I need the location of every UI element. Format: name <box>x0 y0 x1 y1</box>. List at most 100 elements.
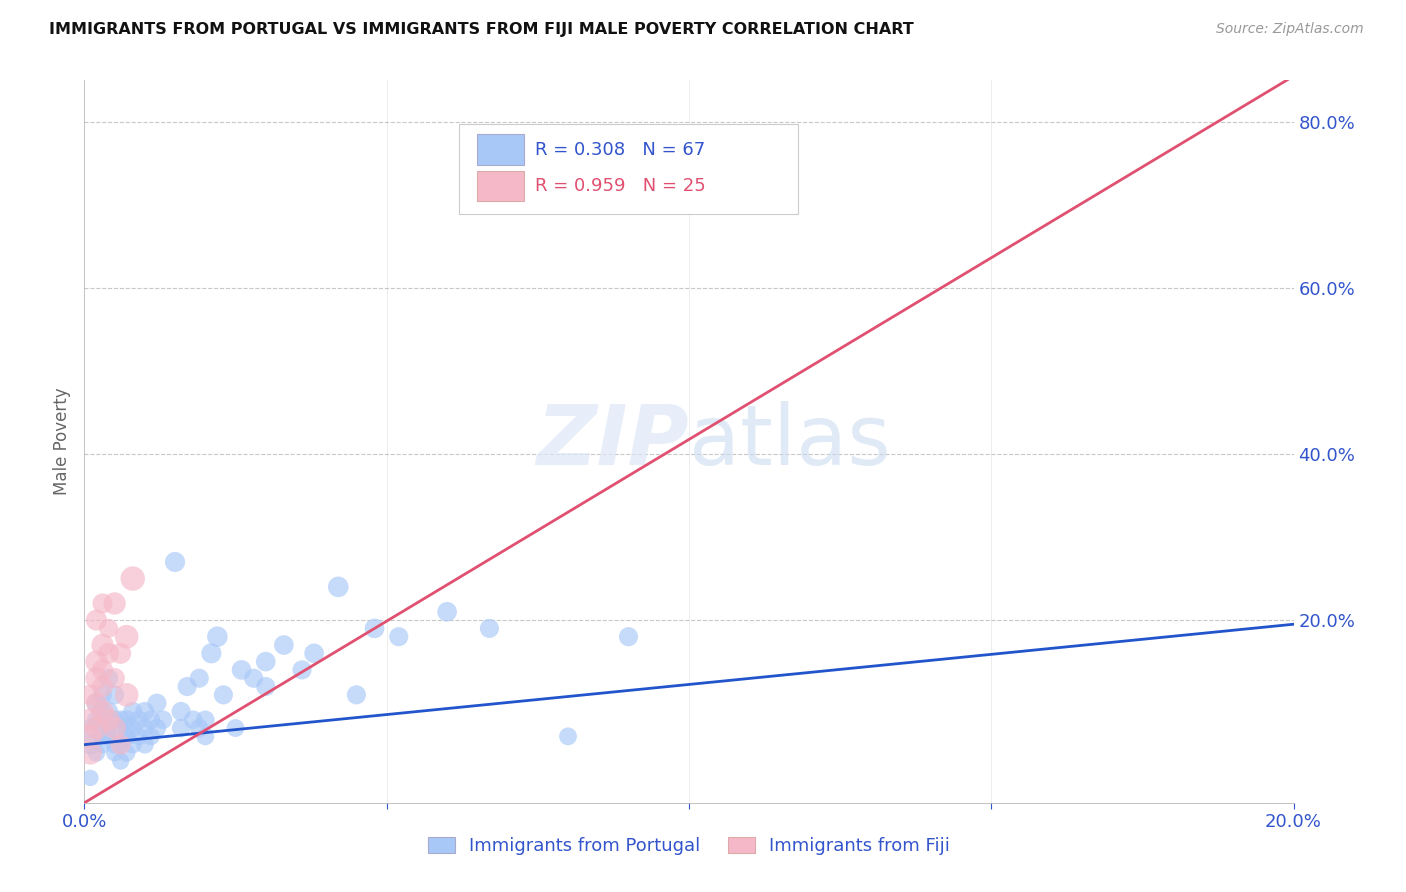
FancyBboxPatch shape <box>478 170 524 201</box>
Point <box>212 688 235 702</box>
Point <box>328 580 350 594</box>
Point <box>104 738 127 752</box>
Point <box>134 705 156 719</box>
Legend: Immigrants from Portugal, Immigrants from Fiji: Immigrants from Portugal, Immigrants fro… <box>420 830 957 863</box>
Point <box>110 646 132 660</box>
Point <box>91 663 114 677</box>
Point <box>104 721 127 735</box>
Point <box>97 621 120 635</box>
Point <box>79 738 101 752</box>
Point <box>302 646 325 660</box>
Point <box>115 713 138 727</box>
Text: R = 0.308   N = 67: R = 0.308 N = 67 <box>536 141 706 159</box>
Point <box>200 646 222 660</box>
Point <box>121 721 143 735</box>
Point <box>91 738 114 752</box>
Point <box>170 721 193 735</box>
Point <box>388 630 411 644</box>
Point <box>97 730 120 744</box>
Text: ZIP: ZIP <box>536 401 689 482</box>
Point <box>207 630 229 644</box>
Point <box>134 721 156 735</box>
Point <box>115 721 138 735</box>
Point <box>104 746 127 760</box>
Text: IMMIGRANTS FROM PORTUGAL VS IMMIGRANTS FROM FIJI MALE POVERTY CORRELATION CHART: IMMIGRANTS FROM PORTUGAL VS IMMIGRANTS F… <box>49 22 914 37</box>
Point <box>181 713 204 727</box>
Point <box>79 771 101 785</box>
Point <box>110 738 132 752</box>
Point <box>91 597 114 611</box>
Point <box>91 705 114 719</box>
Point <box>146 721 169 735</box>
Point <box>121 738 143 752</box>
Point <box>194 730 217 744</box>
Point <box>188 671 211 685</box>
Point <box>86 613 108 627</box>
Point <box>91 638 114 652</box>
Point <box>152 713 174 727</box>
Point <box>115 630 138 644</box>
Point <box>91 688 114 702</box>
Point <box>104 597 127 611</box>
Point <box>110 713 132 727</box>
Point <box>97 721 120 735</box>
Point <box>225 721 247 735</box>
Point <box>194 713 217 727</box>
Point <box>91 705 114 719</box>
Point <box>231 663 253 677</box>
Point <box>121 572 143 586</box>
Point <box>134 738 156 752</box>
Point <box>617 630 640 644</box>
Point <box>86 655 108 669</box>
Point <box>115 746 138 760</box>
Point <box>110 730 132 744</box>
Point <box>557 730 579 744</box>
Point <box>139 713 162 727</box>
Point <box>91 680 114 694</box>
Point <box>86 671 108 685</box>
Point <box>121 705 143 719</box>
Point <box>165 555 187 569</box>
Point <box>128 713 150 727</box>
Point <box>291 663 314 677</box>
FancyBboxPatch shape <box>460 124 797 214</box>
Point <box>79 713 101 727</box>
Point <box>436 605 458 619</box>
Point <box>188 721 211 735</box>
Point <box>86 696 108 710</box>
Point <box>97 705 120 719</box>
Point <box>146 696 169 710</box>
Point <box>79 730 101 744</box>
Point <box>86 746 108 760</box>
Point <box>91 730 114 744</box>
Point <box>273 638 295 652</box>
Point <box>254 680 277 694</box>
Point <box>242 671 264 685</box>
Point <box>97 671 120 685</box>
Point <box>97 646 120 660</box>
Point <box>115 730 138 744</box>
Point <box>170 705 193 719</box>
Point <box>478 621 501 635</box>
Point <box>139 730 162 744</box>
Text: Source: ZipAtlas.com: Source: ZipAtlas.com <box>1216 22 1364 37</box>
Point <box>79 688 101 702</box>
Point <box>363 621 385 635</box>
Text: R = 0.959   N = 25: R = 0.959 N = 25 <box>536 177 706 194</box>
Point <box>254 655 277 669</box>
Point <box>104 671 127 685</box>
Point <box>86 721 108 735</box>
Y-axis label: Male Poverty: Male Poverty <box>53 388 72 495</box>
Point <box>115 688 138 702</box>
Point <box>97 713 120 727</box>
Point <box>110 754 132 768</box>
Point <box>86 713 108 727</box>
Point <box>346 688 368 702</box>
FancyBboxPatch shape <box>478 135 524 165</box>
Point <box>176 680 198 694</box>
Point <box>104 688 127 702</box>
Point <box>104 713 127 727</box>
Point <box>128 730 150 744</box>
Text: atlas: atlas <box>689 401 890 482</box>
Point <box>86 696 108 710</box>
